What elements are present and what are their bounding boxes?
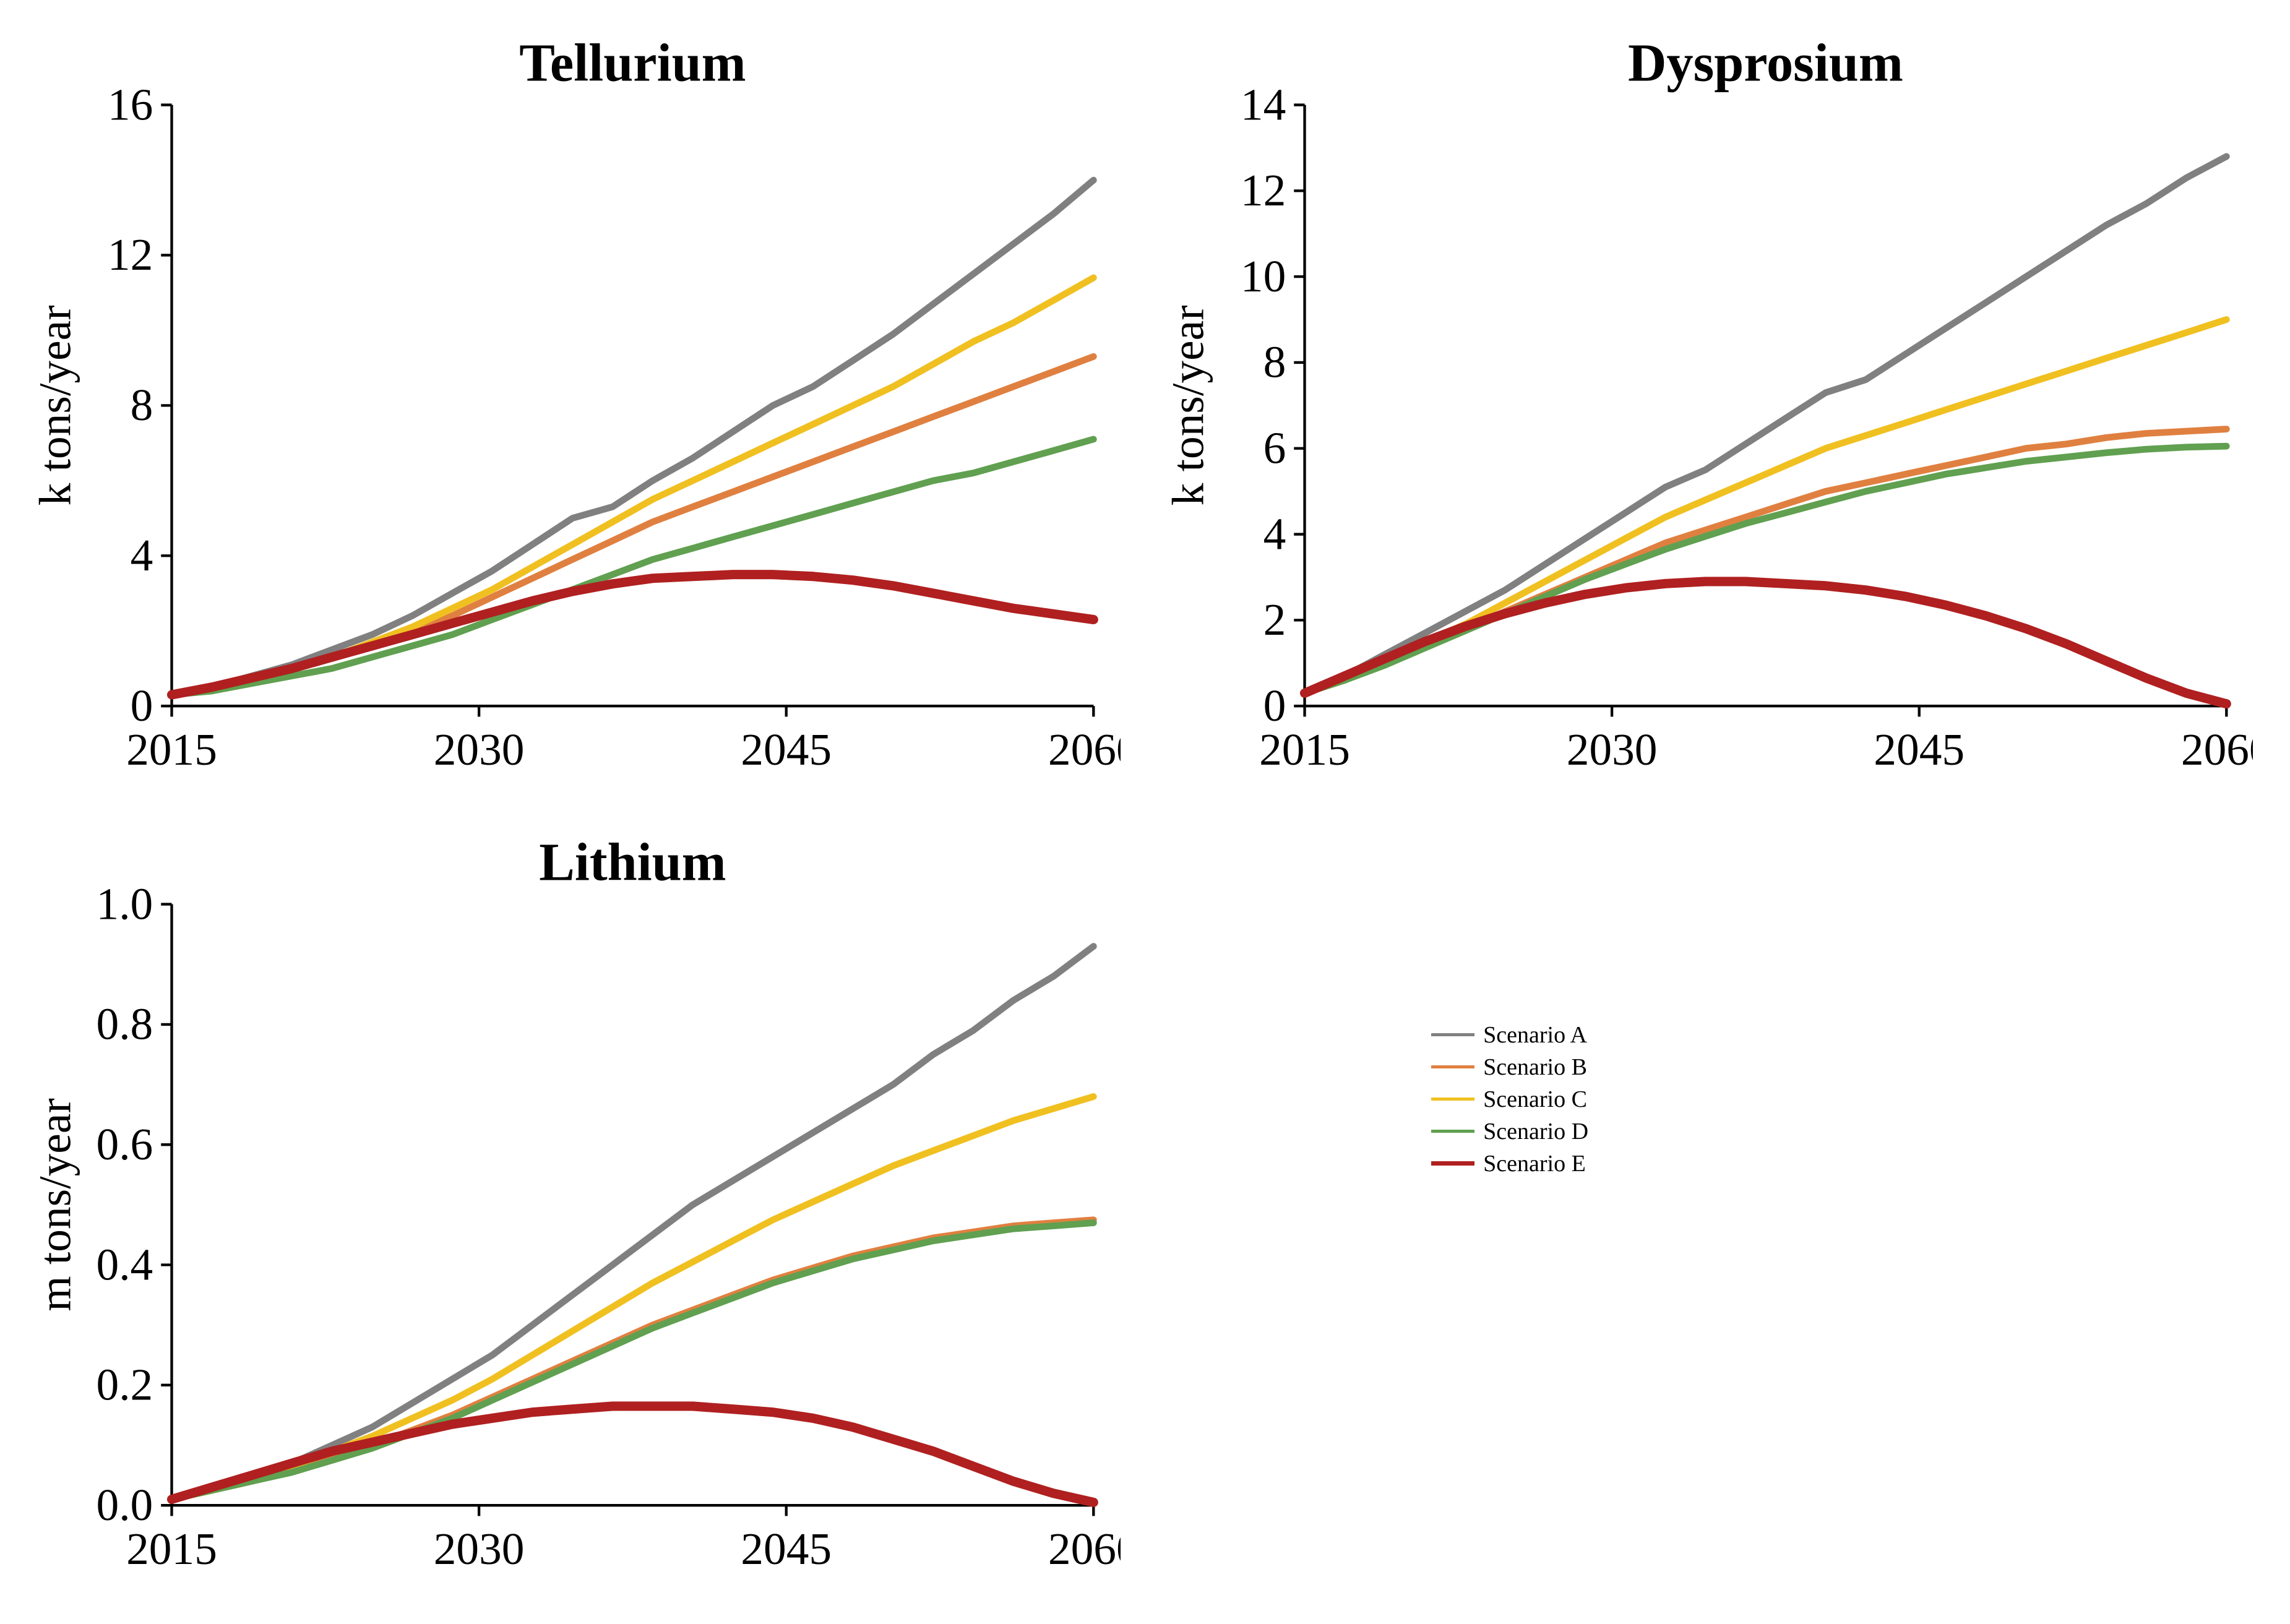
x-tick-label: 2045: [1874, 724, 1965, 775]
y-tick-label: 1.0: [97, 879, 153, 929]
series-C: [172, 1097, 1094, 1500]
y-tick-label: 16: [108, 79, 153, 129]
legend-item-C: Scenario C: [1431, 1086, 1587, 1113]
legend-item-B: Scenario B: [1431, 1054, 1587, 1081]
x-tick-label: 2030: [434, 1524, 525, 1574]
chart-title: Lithium: [539, 833, 726, 892]
legend-item-A: Scenario A: [1431, 1021, 1587, 1049]
panel-dysprosium: Dysprosium k tons/year 0 2 4 6 8 10 12 14 2015 2030…: [1158, 25, 2253, 799]
series-A: [172, 180, 1094, 695]
y-tick-label: 8: [131, 380, 153, 430]
series-E: [172, 1406, 1094, 1502]
legend-item-D: Scenario D: [1431, 1118, 1588, 1145]
y-tick-label: 6: [1263, 423, 1286, 473]
y-axis-label: k tons/year: [30, 305, 80, 505]
y-tick-label: 0: [1263, 681, 1286, 731]
y-tick-label: 8: [1263, 337, 1286, 387]
x-tick-label: 2045: [741, 724, 832, 775]
y-tick-label: 12: [108, 230, 153, 280]
chart-title: Dysprosium: [1628, 33, 1903, 93]
y-tick-label: 0.8: [97, 999, 153, 1049]
x-tick-label: 2015: [126, 724, 217, 775]
y-tick-label: 12: [1240, 165, 1285, 215]
chart-lithium: Lithium m tons/year 0.0 0.2 0.4 0.6 0.8 1.0 2015…: [25, 824, 1121, 1599]
legend-label: Scenario E: [1483, 1150, 1586, 1177]
legend: Scenario A Scenario B Scenario C Scenario D…: [1158, 824, 2253, 1177]
legend-swatch: [1431, 1130, 1474, 1133]
legend-swatch: [1431, 1161, 1474, 1166]
panel-lithium: Lithium m tons/year 0.0 0.2 0.4 0.6 0.8 1.0 2015…: [25, 824, 1121, 1599]
x-tick-label: 2060: [1048, 1524, 1121, 1574]
y-tick-label: 0.0: [97, 1480, 153, 1530]
legend-label: Scenario A: [1483, 1021, 1587, 1049]
y-tick-label: 4: [1263, 509, 1286, 559]
y-tick-label: 2: [1263, 595, 1286, 645]
panel-tellurium: Tellurium k tons/year 0 4 8 12 16 2015 2030 2045 2…: [25, 25, 1121, 799]
x-tick-label: 2060: [1048, 724, 1121, 775]
legend-swatch: [1431, 1098, 1474, 1101]
panel-legend: Scenario A Scenario B Scenario C Scenario D…: [1158, 824, 2253, 1599]
series-E: [172, 575, 1094, 695]
series-A: [172, 947, 1094, 1500]
x-tick-label: 2015: [1259, 724, 1350, 775]
chart-dysprosium: Dysprosium k tons/year 0 2 4 6 8 10 12 14 2015 2030…: [1158, 25, 2253, 799]
y-tick-label: 0.2: [97, 1360, 153, 1410]
y-tick-label: 0.4: [97, 1240, 153, 1290]
x-tick-label: 2030: [1566, 724, 1657, 775]
x-tick-label: 2045: [741, 1524, 832, 1574]
legend-swatch: [1431, 1033, 1474, 1036]
y-tick-label: 14: [1240, 79, 1285, 129]
legend-swatch: [1431, 1065, 1474, 1068]
y-tick-label: 10: [1240, 251, 1285, 301]
chart-title: Tellurium: [519, 33, 746, 93]
series-B: [172, 356, 1094, 695]
legend-label: Scenario D: [1483, 1118, 1588, 1145]
y-axis-label: m tons/year: [30, 1098, 80, 1312]
series-C: [172, 278, 1094, 695]
y-axis-label: k tons/year: [1163, 305, 1213, 505]
x-tick-label: 2015: [126, 1524, 217, 1574]
legend-label: Scenario B: [1483, 1054, 1587, 1081]
figure-grid: Tellurium k tons/year 0 4 8 12 16 2015 2030 2045 2…: [0, 0, 2290, 1624]
x-tick-label: 2030: [434, 724, 525, 775]
legend-label: Scenario C: [1483, 1086, 1587, 1113]
x-tick-label: 2060: [2180, 724, 2253, 775]
series-A: [1304, 157, 2226, 694]
y-tick-label: 4: [131, 530, 153, 580]
chart-tellurium: Tellurium k tons/year 0 4 8 12 16 2015 2030 2045 2…: [25, 25, 1121, 799]
legend-item-E: Scenario E: [1431, 1150, 1586, 1177]
y-tick-label: 0: [131, 681, 153, 731]
y-tick-label: 0.6: [97, 1119, 153, 1169]
